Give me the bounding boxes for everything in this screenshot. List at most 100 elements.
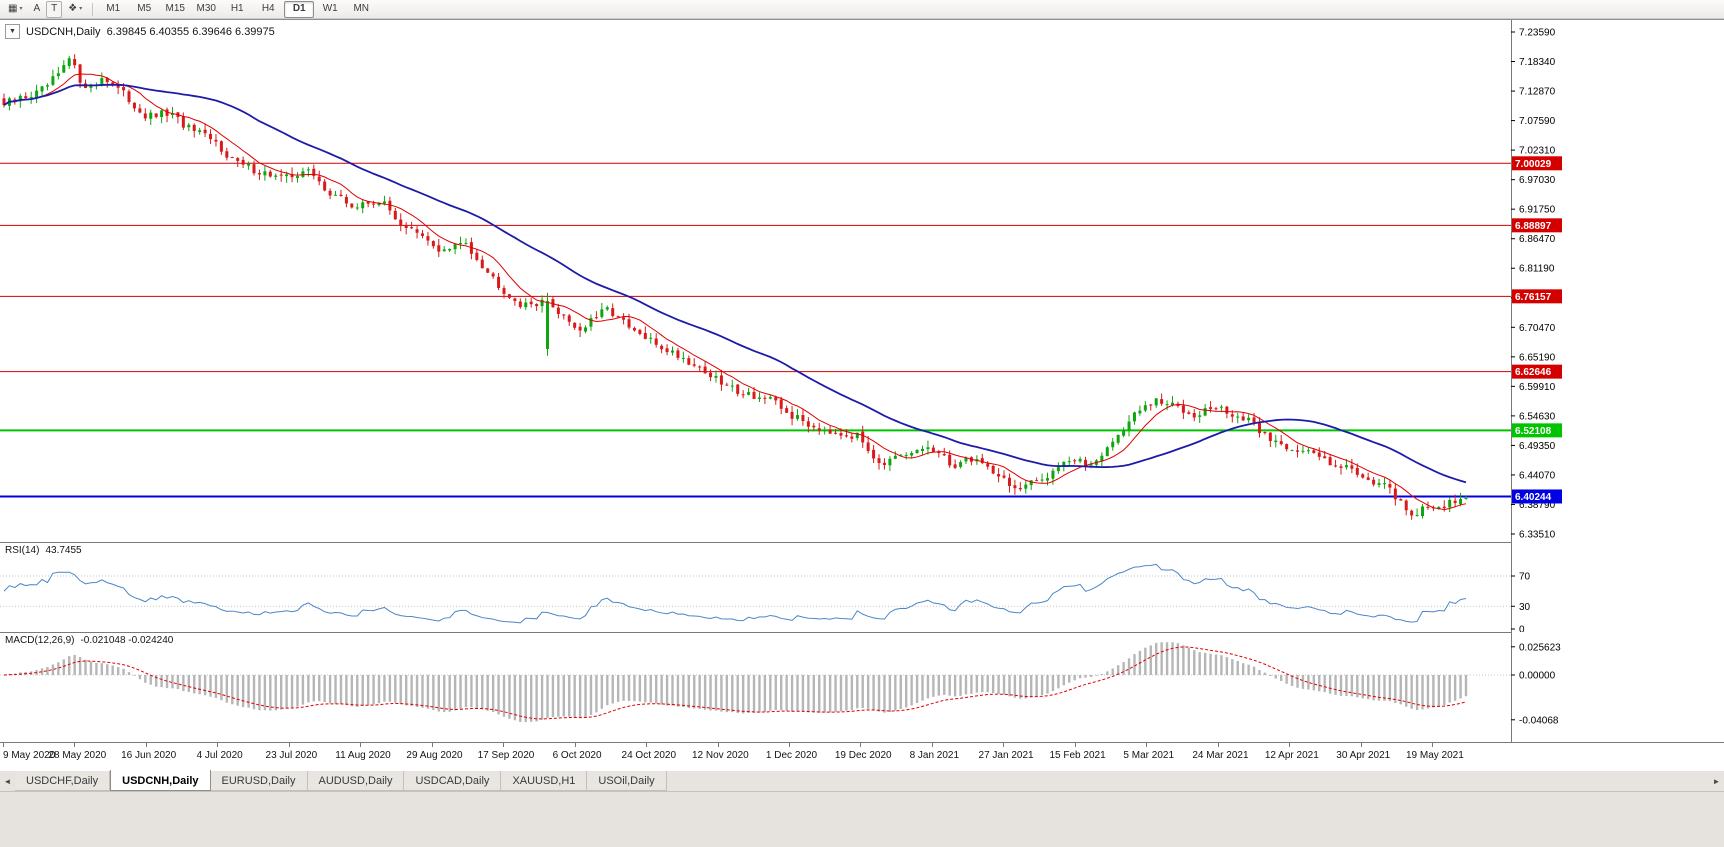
y-axis-label: 6.97030 [1519,175,1556,186]
y-axis-label: 7.18340 [1519,57,1556,68]
price-level-tag: 6.88897 [1515,221,1552,232]
y-axis-label: 6.86470 [1519,234,1556,245]
timeframe-button-m1[interactable]: M1 [106,3,121,14]
date-label: 24 Mar 2021 [1192,750,1249,761]
date-label: 4 Jul 2020 [196,750,243,761]
tab-audusd-daily[interactable]: AUDUSD,Daily [307,771,405,791]
y-axis-label: 6.70470 [1519,323,1556,334]
date-label: 24 Oct 2020 [621,750,677,761]
y-axis-label: 6.59910 [1519,382,1556,393]
date-axis[interactable]: 9 May 2020 28 May 2020 16 Jun 2020 4 Jul 20… [0,742,1724,772]
date-tick [574,743,576,747]
chart-collapse-icon[interactable]: ▼ [5,24,20,39]
chart-ohlc-values: 6.39845 6.40355 6.39646 6.39975 [106,25,275,38]
dropdown-caret-icon: ▾ [79,6,83,12]
date-tick [74,743,76,747]
date-tick [288,743,290,747]
macd-scale-label: -0.04068 [1519,715,1559,726]
macd-scale-label: 0.00000 [1519,671,1556,682]
text-tool-icon[interactable]: T [46,0,63,18]
tab-usdchf-daily[interactable]: USDCHF,Daily [15,771,111,791]
date-tick [1003,743,1005,747]
macd-scale-label: 0.025623 [1519,642,1561,653]
date-label: 17 Sep 2020 [477,750,535,761]
chart-title: ▼ USDCNH,Daily 6.39845 6.40355 6.39646 6… [5,24,275,39]
y-axis-label: 7.07590 [1519,116,1556,127]
date-tick [1146,743,1148,747]
price-level-tag: 6.76157 [1515,292,1552,303]
rsi-indicator-label: RSI(14) [5,545,40,556]
top-toolbar: ▦ ▾ A T ❖ ▾ M1 M5 M15 M30 H1 H4 D1 W1 MN [0,0,1724,19]
date-tick [1360,743,1362,747]
date-label: 8 Jan 2021 [909,750,960,761]
date-label: 30 Apr 2021 [1336,750,1391,761]
price-chart-canvas[interactable]: 7.23590 7.18340 7.12870 7.07590 7.02310 6.970… [0,20,1724,542]
timeframe-button-w1[interactable]: W1 [322,3,338,14]
rsi-canvas[interactable]: 70 30 0 [0,542,1724,632]
chart-window: 7.23590 7.18340 7.12870 7.07590 7.02310 6.970… [0,19,1724,772]
date-tick [1074,743,1076,747]
tabs-scroll-left-icon[interactable]: ◄ [3,776,12,786]
chart-symbol-label: USDCNH,Daily [26,25,101,38]
timeframe-button-mn[interactable]: MN [353,3,370,14]
chart-windows-icon[interactable]: ▦ ▾ [8,3,23,14]
rsi-scale-label: 70 [1519,572,1531,583]
date-label: 23 Jul 2020 [265,750,318,761]
y-axis-label: 7.02310 [1519,146,1556,157]
timeframe-button-h4[interactable]: H4 [261,3,275,14]
date-tick [717,743,719,747]
toolbar-tools: ▦ ▾ A T ❖ ▾ [3,0,87,18]
date-tick [788,743,790,747]
date-label: 28 May 2020 [48,750,107,761]
date-label: 5 Mar 2021 [1123,750,1175,761]
timeframe-button-h1[interactable]: H1 [230,3,244,14]
tabs-scroll-right-icon[interactable]: ► [1712,776,1721,786]
price-level-tag: 7.00029 [1515,159,1552,170]
tab-usdcad-daily[interactable]: USDCAD,Daily [404,771,502,791]
date-tick [931,743,933,747]
tab-xauusd-h1[interactable]: XAUUSD,H1 [501,771,588,791]
y-axis-label: 7.12870 [1519,87,1556,98]
date-tick [646,743,648,747]
macd-canvas[interactable]: 0.025623 0.00000 -0.04068 [0,632,1724,742]
date-label: 27 Jan 2021 [978,750,1034,761]
date-tick [360,743,362,747]
date-tick [1289,743,1291,747]
rsi-scale-label: 0 [1519,625,1525,633]
tab-usdcnh-daily[interactable]: USDCNH,Daily [110,770,211,791]
rsi-scale-label: 30 [1519,602,1531,613]
y-axis-label: 6.81190 [1519,264,1555,275]
timeframe-button-m5[interactable]: M5 [137,3,152,14]
timeframe-button-m15[interactable]: M15 [165,3,185,14]
price-level-tag: 6.40244 [1515,492,1552,503]
date-label: 19 May 2021 [1405,750,1464,761]
y-axis-label: 7.23590 [1519,28,1556,39]
y-axis-label: 6.44070 [1519,470,1556,481]
macd-header: MACD(12,26,9) -0.021048 -0.024240 [5,635,173,646]
timeframe-button-d1[interactable]: D1 [284,0,315,18]
y-axis-label: 6.38790 [1519,500,1556,511]
object-style-icon[interactable]: ❖ ▾ [68,3,83,14]
rsi-header: RSI(14) 43.7455 [5,545,82,556]
macd-values: -0.021048 -0.024240 [80,635,174,646]
chart-tabs-bar: ◄ USDCHF,Daily USDCNH,Daily EURUSD,Daily AUD… [0,770,1724,792]
cursor-tool-icon[interactable]: A [33,3,41,14]
y-axis-label: 6.49350 [1519,441,1556,452]
date-label: 15 Feb 2021 [1049,750,1106,761]
y-axis-label: 6.65190 [1519,352,1556,363]
tab-eurusd-daily[interactable]: EURUSD,Daily [210,771,308,791]
date-label: 12 Nov 2020 [691,750,749,761]
rsi-value: 43.7455 [45,545,82,556]
date-label: 12 Apr 2021 [1264,750,1319,761]
date-tick [1217,743,1219,747]
date-tick [431,743,433,747]
tab-usoil-daily[interactable]: USOil,Daily [587,771,667,791]
date-tick [3,743,4,747]
date-label: 16 Jun 2020 [121,750,177,761]
price-level-tag: 6.52108 [1515,426,1552,437]
toolbar-timeframes: M1 M5 M15 M30 H1 H4 D1 W1 MN [98,0,376,18]
dropdown-caret-icon: ▾ [19,6,23,12]
date-tick [145,743,147,747]
date-label: 19 Dec 2020 [834,750,892,761]
timeframe-button-m30[interactable]: M30 [196,3,216,14]
